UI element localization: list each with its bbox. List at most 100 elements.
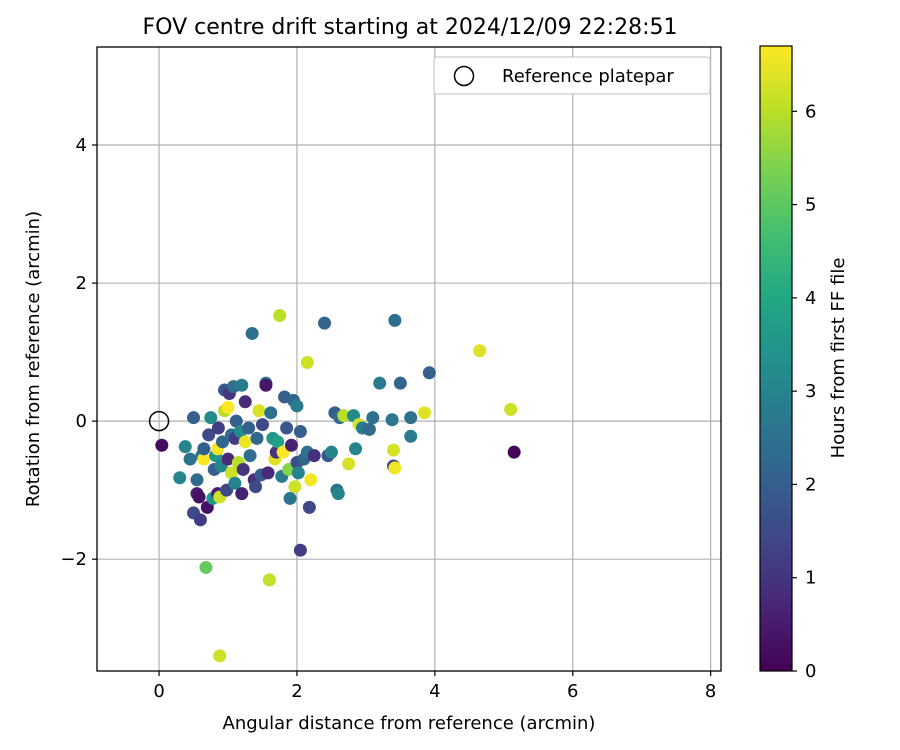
y-axis-label: Rotation from reference (arcmin) [23,211,44,507]
data-point [229,414,243,428]
data-point [324,445,338,459]
data-point [422,366,436,380]
data-point [224,466,238,480]
y-tick-label: 2 [76,273,87,294]
data-point [202,428,216,442]
colorbar-tick-label: 4 [805,288,816,309]
x-axis-label: Angular distance from reference (arcmin) [223,713,596,734]
colorbar-tick-label: 3 [805,381,816,402]
data-point [193,513,207,527]
x-tick-label: 8 [705,681,716,702]
data-point [337,409,351,423]
grid-lines [97,47,721,671]
colorbar-ticks: 0 1 2 3 4 5 6 [792,101,816,682]
data-point [293,543,307,557]
reference-point [148,410,170,432]
plot-frame [96,46,722,672]
y-tick-label: 0 [76,411,87,432]
data-point [273,309,287,323]
data-point [418,406,432,420]
y-tick-label: −2 [60,549,87,570]
colorbar-label: Hours from first FF file [828,258,849,459]
data-point [199,560,213,574]
data-point [228,476,242,490]
data-point [404,411,418,425]
x-tick-label: 6 [567,681,578,702]
data-point [197,442,211,456]
data-point [192,490,206,504]
data-point [238,435,252,449]
data-point [190,473,204,487]
data-point [507,445,521,459]
legend-marker-open-circle [453,65,475,87]
legend-box [433,56,711,95]
colorbar-tick-label: 0 [805,661,816,682]
data-point [213,649,227,663]
data-point [238,395,252,409]
data-point [271,435,285,449]
data-point [362,422,376,436]
data-point [249,480,263,494]
data-point [300,355,314,369]
data-point [304,473,318,487]
y-tick-label: 4 [76,135,87,156]
data-point [255,418,269,432]
data-point [245,326,259,340]
data-point [388,313,402,327]
x-axis-ticks: 0 2 4 6 8 [153,671,716,702]
legend-label: Reference platepar [502,66,674,87]
reference-marker [148,410,170,432]
data-point [293,424,307,438]
y-axis-ticks: −2 0 2 4 [60,135,97,570]
data-point [388,461,402,475]
colorbar: 0 1 2 3 4 5 6 Hours from first FF file [759,45,849,682]
data-point [173,471,187,485]
data-point [331,487,345,501]
data-point [264,406,278,420]
data-point [366,411,380,425]
colorbar-tick-label: 2 [805,474,816,495]
x-tick-label: 0 [153,681,164,702]
legend: Reference platepar [433,56,711,95]
colorbar-tick-label: 5 [805,195,816,216]
data-point [386,443,400,457]
data-point [252,404,266,418]
colorbar-gradient [759,45,793,672]
data-point [235,487,249,501]
data-points [155,309,521,663]
data-point [349,442,363,456]
data-point [284,438,298,452]
data-point [259,378,273,392]
data-point [178,440,192,454]
data-point [155,438,169,452]
x-tick-label: 2 [291,681,302,702]
data-point [404,429,418,443]
data-point [373,376,387,390]
data-point [236,462,250,476]
data-point [211,421,225,435]
data-point [290,399,304,413]
data-point [262,573,276,587]
data-point [288,480,302,494]
colorbar-tick-label: 6 [805,101,816,122]
data-point [242,421,256,435]
data-point [250,431,264,445]
x-tick-label: 4 [429,681,440,702]
data-point [215,435,229,449]
data-point [243,449,257,463]
colorbar-tick-label: 1 [805,568,816,589]
data-point [385,413,399,427]
data-point [307,449,321,463]
data-point [393,376,407,390]
data-point [187,411,201,425]
data-point [318,316,332,330]
data-point [183,452,197,466]
data-point [342,457,356,471]
data-point [235,378,249,392]
data-point [197,452,211,466]
data-point [261,466,275,480]
data-point [504,402,518,416]
data-point [221,452,235,466]
chart-title: FOV centre drift starting at 2024/12/09 … [143,15,678,40]
